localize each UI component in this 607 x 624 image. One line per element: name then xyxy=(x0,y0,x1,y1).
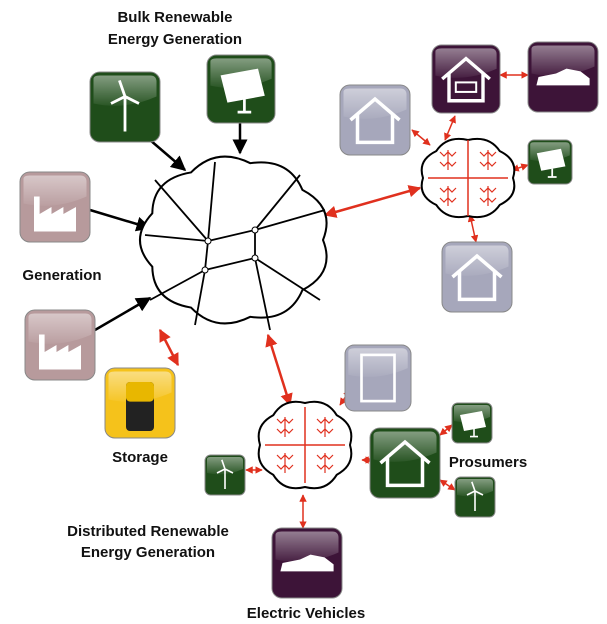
black-arrow xyxy=(150,140,185,170)
office-icon xyxy=(345,345,411,411)
storage-icon xyxy=(105,368,175,438)
red-link xyxy=(440,480,455,490)
factory-icon-2 xyxy=(25,310,95,380)
black-arrow xyxy=(95,298,150,330)
smart-grid-diagram: Bulk Renewable Energy Generation Generat… xyxy=(0,0,607,624)
ev-icon xyxy=(272,528,342,598)
grid-node xyxy=(252,227,258,233)
house-battery-icon xyxy=(432,45,500,113)
distributed-title-1: Distributed Renewable xyxy=(67,523,229,540)
red-link xyxy=(412,130,430,145)
small-solar-icon xyxy=(528,140,572,184)
red-arrow xyxy=(268,335,290,405)
black-arrow xyxy=(90,210,150,228)
solar-icon xyxy=(207,55,275,123)
small-wind-icon xyxy=(455,477,495,517)
grid-node xyxy=(252,255,258,261)
factory-icon xyxy=(20,172,90,242)
generation-label: Generation xyxy=(22,267,101,284)
prosumer-house-icon xyxy=(370,428,440,498)
ev-icon-top xyxy=(528,42,598,112)
bulk-title-1: Bulk Renewable xyxy=(117,9,232,26)
red-link xyxy=(470,215,476,242)
main-cloud xyxy=(140,157,327,324)
house-bulb-icon xyxy=(340,85,410,155)
red-link xyxy=(445,116,455,140)
grid-node xyxy=(202,267,208,273)
red-link xyxy=(440,425,452,435)
grid-node xyxy=(205,238,211,244)
red-arrow xyxy=(160,330,178,365)
small-wind-icon-2 xyxy=(205,455,245,495)
red-arrow xyxy=(325,188,420,215)
cooling-house-icon xyxy=(442,242,512,312)
battery-top xyxy=(126,382,154,402)
distributed-title-2: Energy Generation xyxy=(81,544,215,561)
storage-label: Storage xyxy=(112,449,168,466)
small-solar-icon-2 xyxy=(452,403,492,443)
wind-icon xyxy=(90,72,160,142)
ev-label: Electric Vehicles xyxy=(247,605,365,622)
prosumers-label: Prosumers xyxy=(449,454,527,471)
bulk-title-2: Energy Generation xyxy=(108,31,242,48)
